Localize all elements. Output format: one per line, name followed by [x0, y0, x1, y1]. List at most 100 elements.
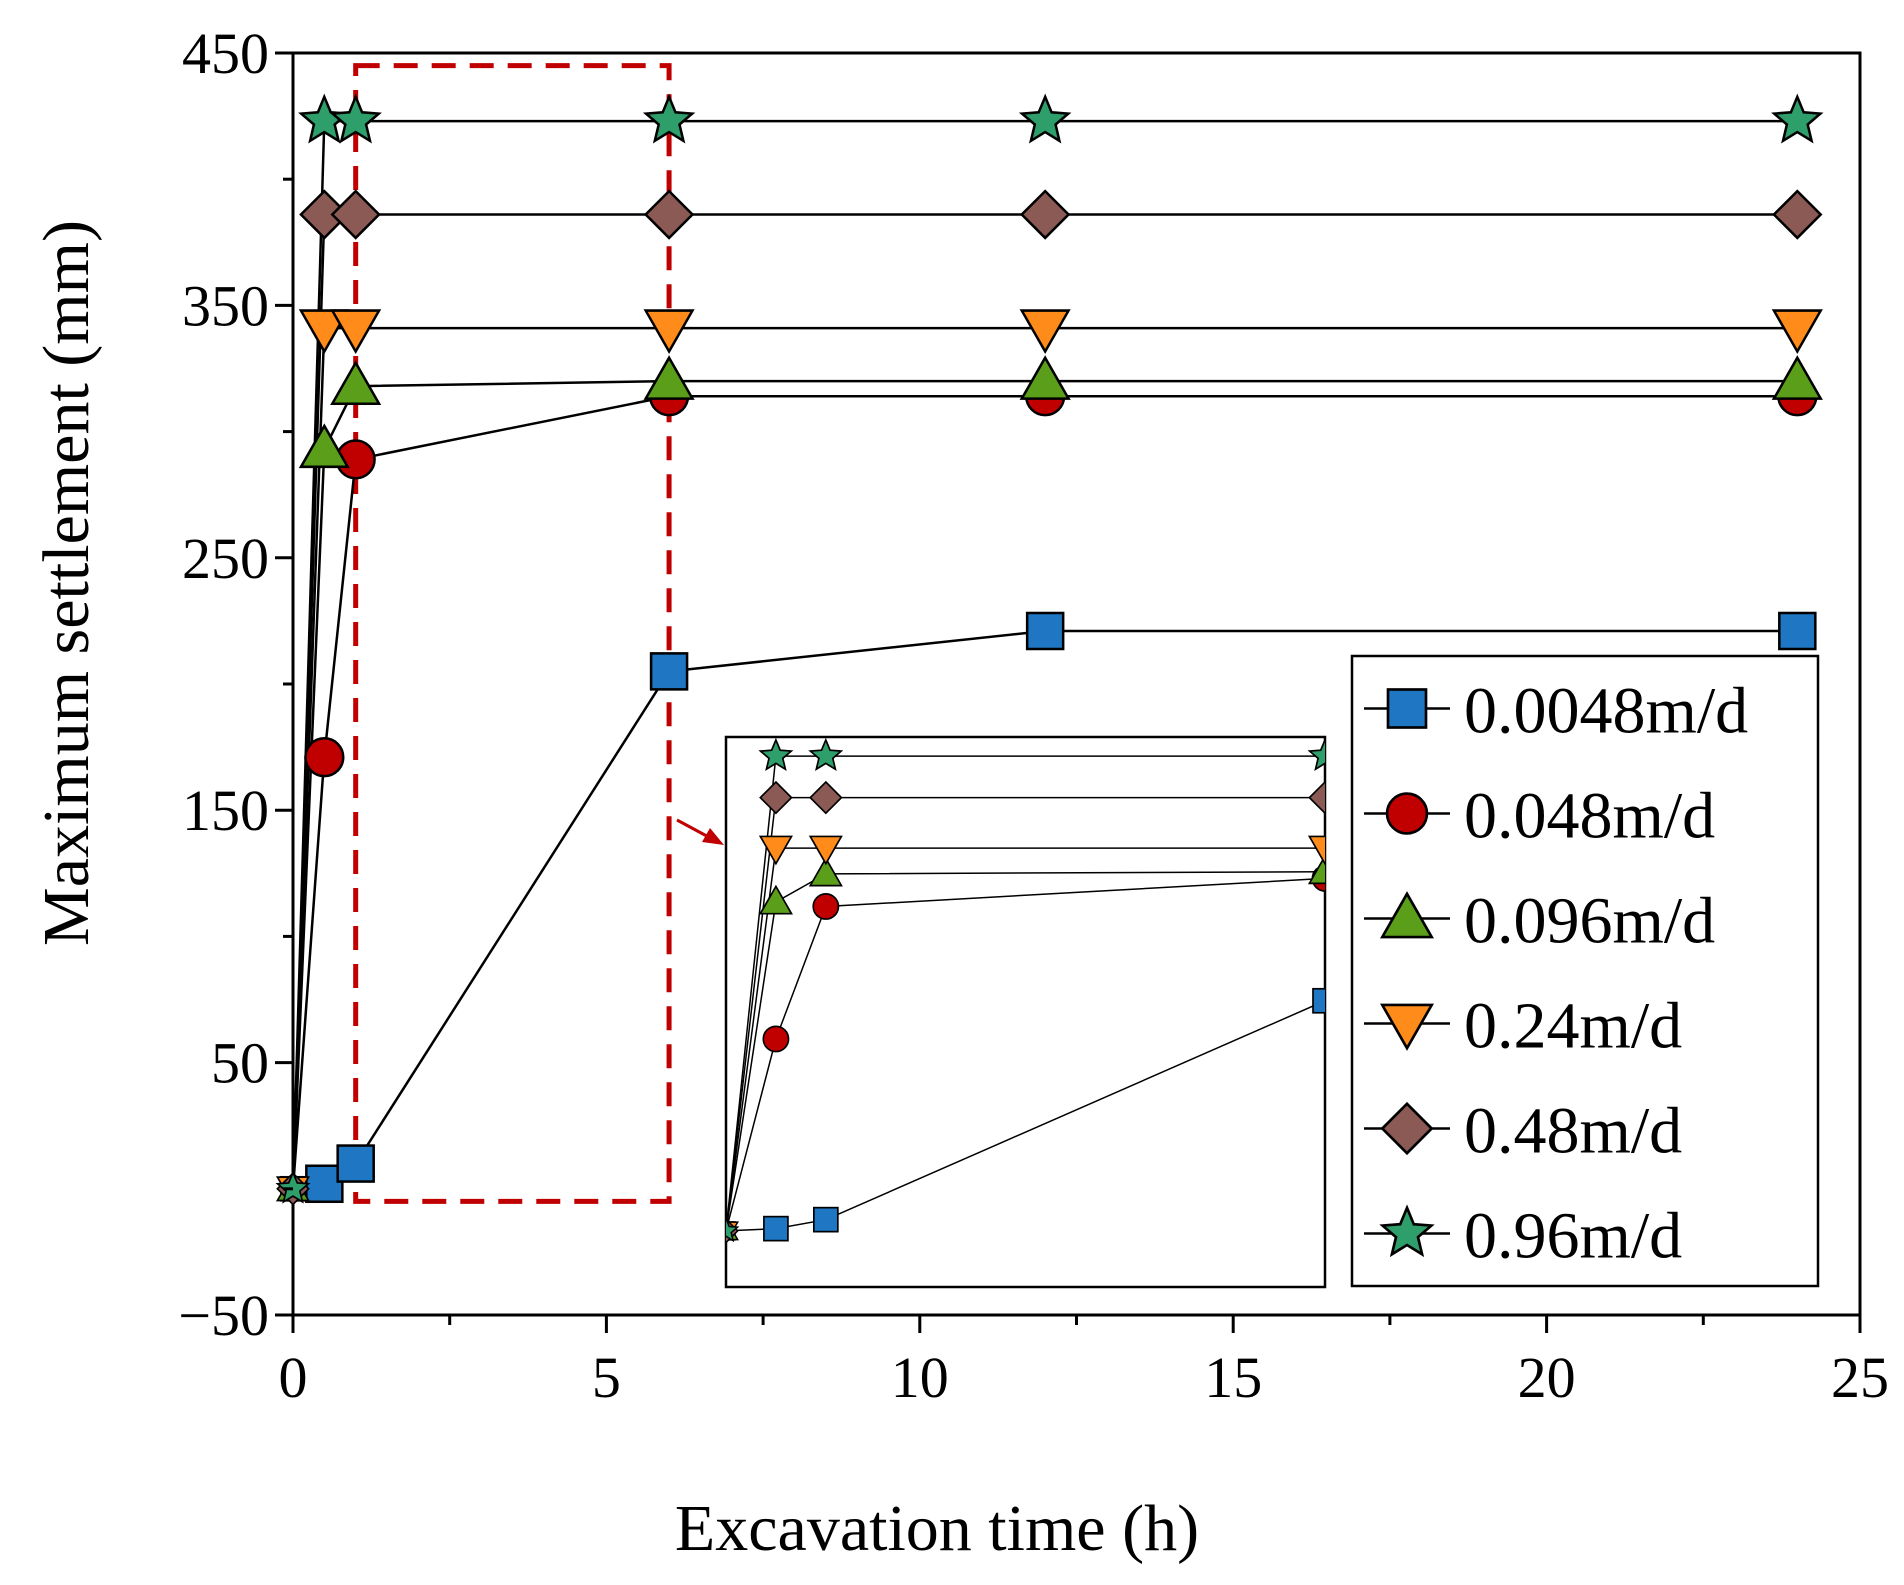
zoom-box	[353, 63, 672, 1204]
legend-marker	[1380, 1003, 1434, 1051]
data-point	[1771, 355, 1823, 400]
legend-marker	[1380, 1101, 1434, 1156]
y-tick-label: 150	[182, 778, 269, 843]
y-tick-label: 350	[182, 273, 269, 338]
inset-data-point	[1307, 737, 1325, 771]
data-point	[1778, 611, 1817, 651]
legend-label: 0.48m/d	[1464, 1095, 1682, 1168]
zoom-arrow	[676, 818, 724, 845]
data-point	[649, 652, 689, 691]
inset-data-point	[808, 856, 843, 887]
x-tick-label: 20	[1518, 1345, 1576, 1410]
legend-label: 0.096m/d	[1464, 885, 1715, 958]
legend: 0.0048m/d 0.048m/d 0.096m/d 0.24m/d 0.48m/d 0…	[1350, 654, 1820, 1288]
data-point	[643, 309, 695, 355]
data-point	[329, 93, 382, 144]
legend-box	[1350, 654, 1820, 1288]
legend-label: 0.0048m/d	[1464, 675, 1748, 748]
y-tick-label: 250	[182, 526, 269, 591]
inset-data-point	[808, 835, 843, 866]
x-tick-label: 5	[592, 1345, 621, 1410]
inset-data-point	[1308, 780, 1325, 815]
y-tick-label: 50	[211, 1031, 269, 1096]
axes: 0 5 10 15 20 25 −50 50 150 250 350 450	[178, 21, 1889, 1410]
zoom-box-layer	[353, 63, 672, 1204]
series-line	[291, 379, 1798, 1189]
x-tick-label: 10	[891, 1345, 949, 1410]
legend-label: 0.048m/d	[1464, 780, 1715, 853]
inset-data-point	[726, 1216, 740, 1243]
y-axis-title: Maximum settlement (mm)	[30, 220, 103, 946]
data-point	[336, 1144, 375, 1183]
inset-data-point	[1307, 835, 1325, 866]
data-point	[275, 1170, 311, 1204]
inset-data-point	[812, 893, 840, 920]
inset-frame	[724, 735, 1327, 1289]
inset-series-line	[726, 755, 1325, 1231]
legend-label: 0.24m/d	[1464, 990, 1682, 1063]
series-0-048m-d	[291, 395, 1798, 1189]
data-point	[298, 309, 350, 355]
legend-marker	[1385, 792, 1429, 835]
inset-data-point	[758, 884, 793, 915]
legend-marker	[1379, 1204, 1435, 1258]
series-0-96m-d	[291, 119, 1798, 1189]
legend-item-0-048m-d: 0.048m/d	[1364, 780, 1715, 853]
series-layer	[275, 93, 1824, 1207]
inset-data-point	[1307, 854, 1325, 885]
data-point	[1771, 309, 1823, 355]
series-markers-0-096m-d	[275, 355, 1823, 1202]
data-point	[643, 355, 695, 400]
series-line	[291, 119, 1798, 1189]
inset-plot	[676, 735, 1327, 1289]
inset-series-line	[726, 877, 1325, 1232]
y-tick-label: 450	[182, 21, 269, 86]
inset-data-point	[812, 1206, 839, 1233]
data-point	[1018, 93, 1072, 144]
inset-data-point	[809, 780, 843, 815]
inset-data-point	[762, 1025, 790, 1053]
x-tick-label: 25	[1831, 1345, 1889, 1410]
inset-series-line	[726, 870, 1325, 1232]
data-point	[1019, 309, 1071, 355]
data-point	[1025, 611, 1065, 651]
inset-data-point	[808, 737, 844, 771]
series-markers-0-0048m-d	[280, 611, 1817, 1204]
x-tick-label: 15	[1204, 1345, 1262, 1410]
inset-series-line	[726, 796, 1325, 1231]
series-line	[291, 326, 1798, 1189]
data-point	[642, 93, 696, 144]
data-point	[1772, 189, 1823, 240]
data-point	[330, 189, 381, 240]
data-point	[304, 737, 345, 778]
series-0-48m-d	[291, 213, 1798, 1189]
data-point	[643, 189, 695, 240]
x-axis-title: Excavation time (h)	[675, 1492, 1199, 1565]
y-tick-label: −50	[178, 1283, 269, 1348]
data-point	[1771, 93, 1824, 144]
legend-marker	[1386, 688, 1428, 729]
legend-label: 0.96m/d	[1464, 1200, 1682, 1273]
series-line	[291, 395, 1798, 1189]
legend-marker	[1380, 891, 1434, 939]
inset-data-point	[759, 780, 793, 815]
legend-item-0-96m-d: 0.96m/d	[1364, 1200, 1682, 1273]
inset-data-point	[763, 1215, 789, 1242]
series-0-24m-d	[291, 326, 1798, 1189]
data-point	[1019, 355, 1071, 400]
inset-data-point	[1312, 987, 1325, 1014]
inset-data-point	[758, 737, 794, 771]
legend-item-0-096m-d: 0.096m/d	[1364, 885, 1715, 958]
inset-data-point	[758, 835, 793, 866]
series-markers-0-96m-d	[275, 93, 1824, 1204]
inset-content	[726, 737, 1325, 1245]
legend-item-0-48m-d: 0.48m/d	[1364, 1095, 1682, 1168]
legend-item-0-24m-d: 0.24m/d	[1364, 990, 1682, 1063]
data-point	[330, 360, 382, 405]
data-point	[298, 423, 350, 469]
zoom-arrow-head	[702, 828, 724, 845]
data-point	[1019, 189, 1071, 240]
x-tick-label: 0	[279, 1345, 308, 1410]
series-line	[291, 213, 1798, 1189]
